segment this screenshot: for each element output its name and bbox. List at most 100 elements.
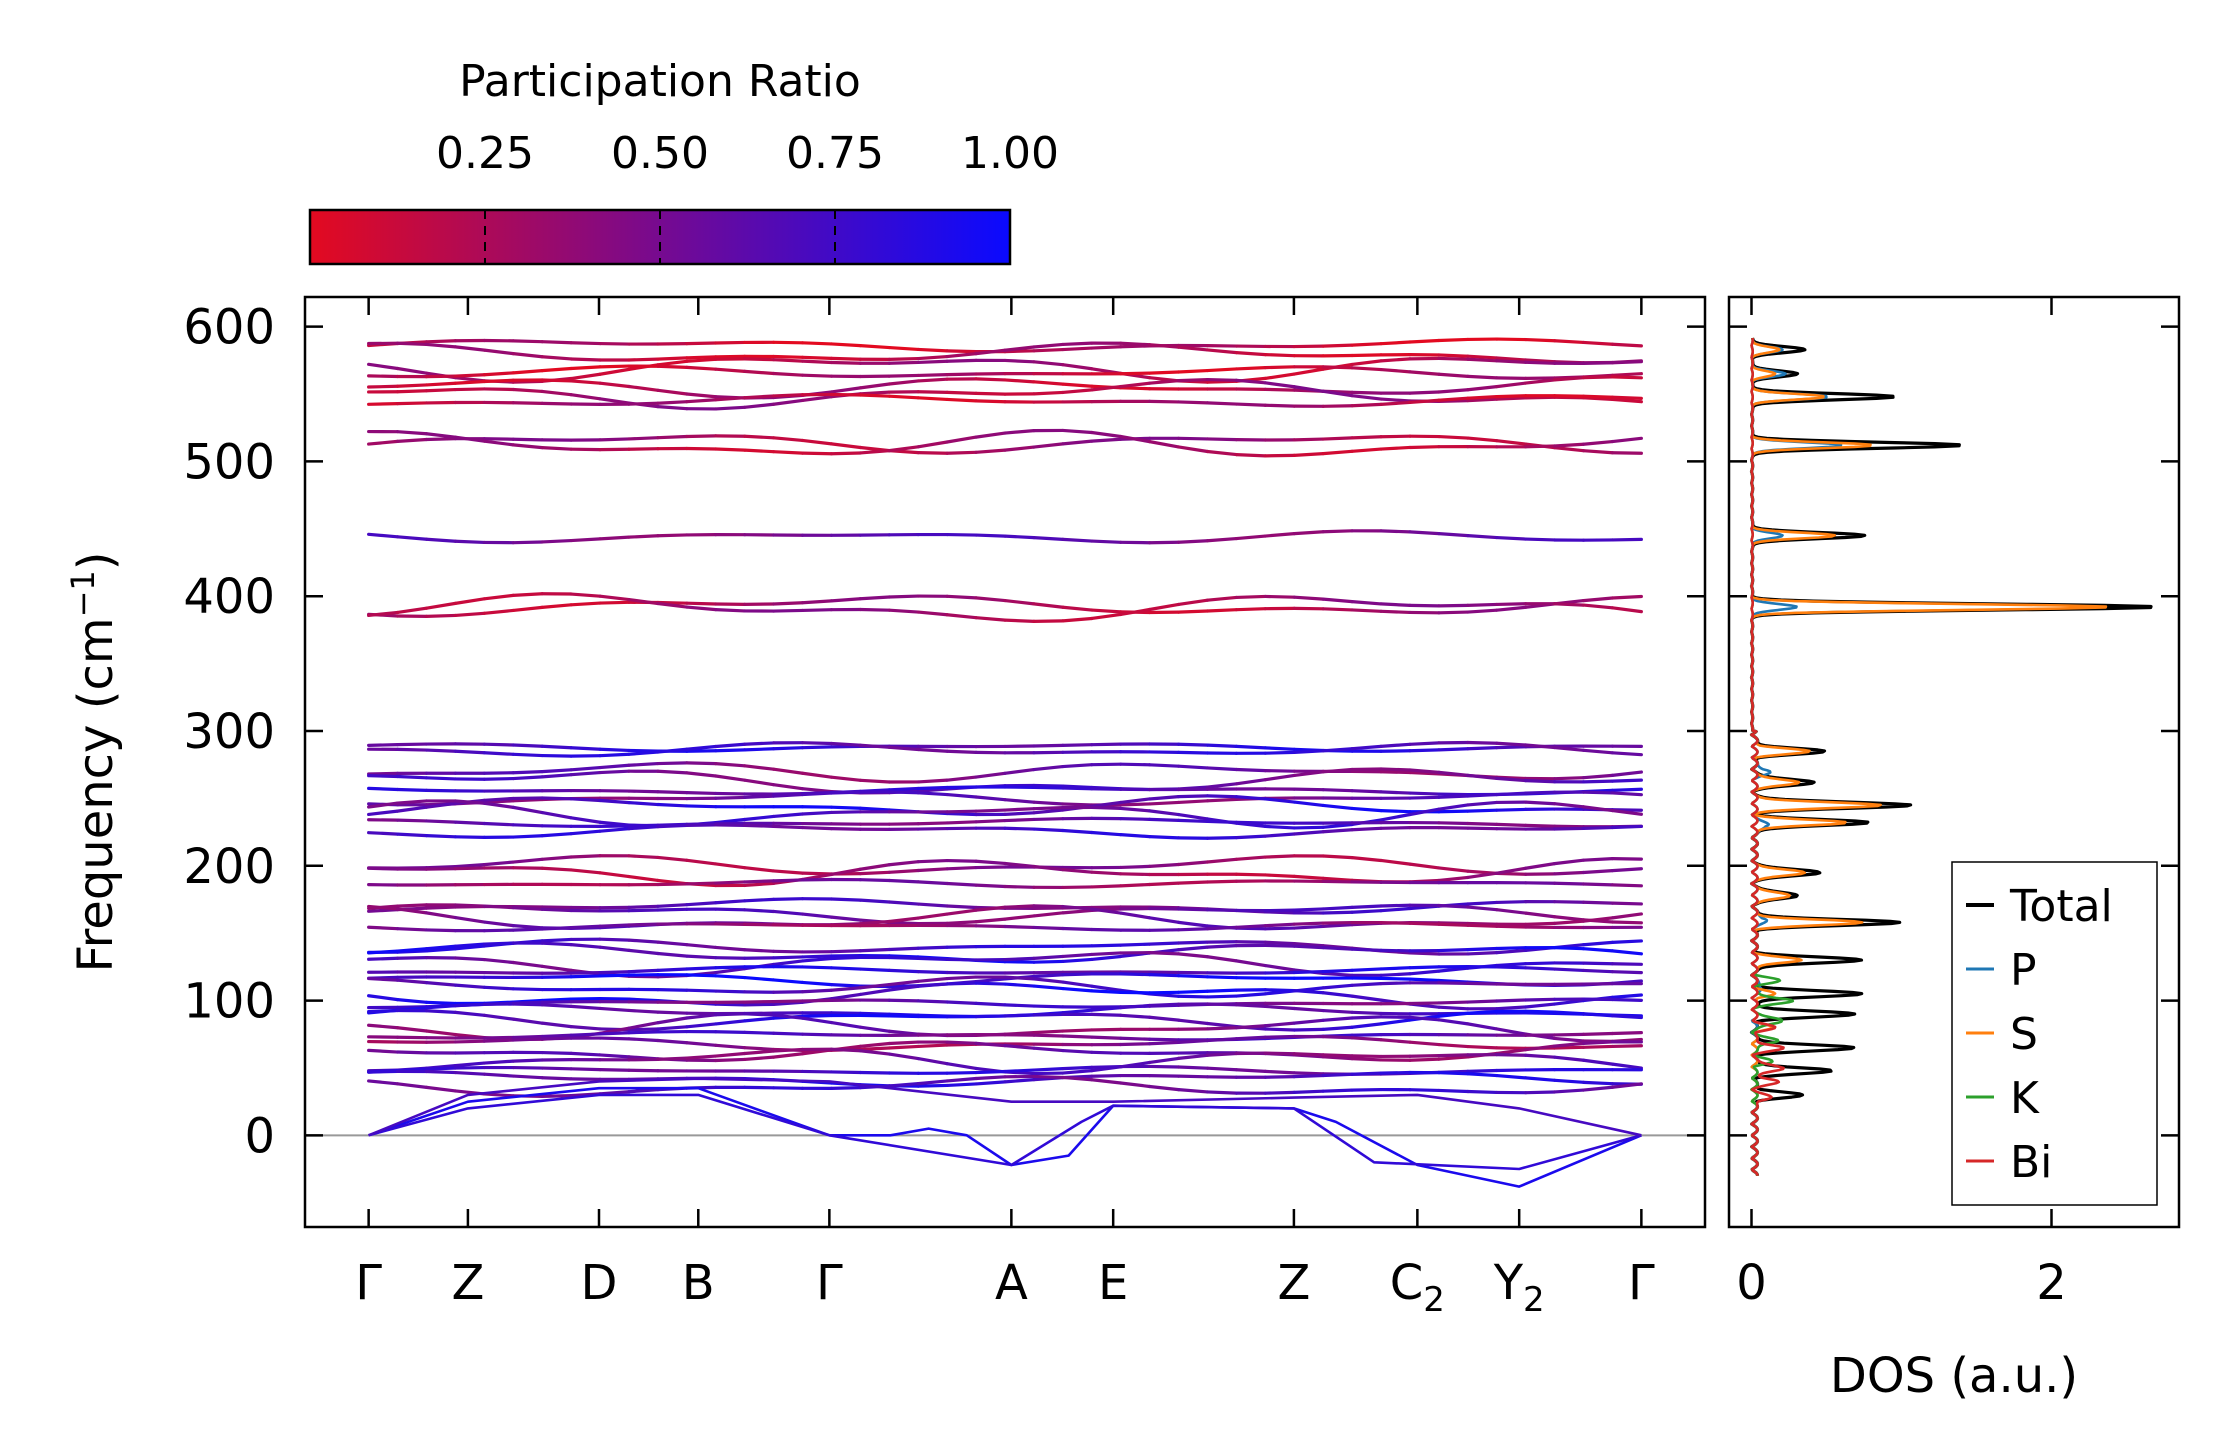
band-segment <box>627 534 660 539</box>
band-segment <box>1263 769 1296 773</box>
band-segment <box>1148 817 1181 822</box>
band-segment <box>1176 1065 1210 1070</box>
band-segment <box>395 978 429 985</box>
band-segment <box>511 797 544 803</box>
band-segment <box>540 1000 573 1004</box>
band-segment <box>1148 379 1181 385</box>
band-segment <box>1003 924 1036 930</box>
band-segment <box>1119 607 1152 617</box>
band-segment <box>482 904 515 910</box>
band-segment <box>598 970 631 975</box>
band-segment <box>771 608 805 613</box>
band-segment <box>424 1004 458 1010</box>
band-segment <box>714 742 747 749</box>
band-segment <box>1408 795 1441 800</box>
band-segment <box>1610 778 1643 783</box>
band-segment <box>1408 768 1441 774</box>
band-segment <box>1581 968 1615 974</box>
band-segment <box>1495 962 1528 968</box>
band-segment <box>858 595 891 601</box>
band-segment <box>511 823 544 828</box>
band-segment <box>1119 371 1152 376</box>
band-segment <box>598 397 631 405</box>
band-segment <box>829 897 862 902</box>
band-segment <box>974 377 1007 382</box>
band-segment <box>656 882 689 887</box>
band-segment <box>1032 808 1065 815</box>
band-segment <box>1148 795 1181 801</box>
band-segment <box>1234 1024 1267 1030</box>
band-segment <box>771 978 805 985</box>
band-segment <box>743 999 776 1004</box>
band-segment <box>1350 1033 1383 1037</box>
band-segment <box>1350 600 1383 606</box>
band-segment <box>685 1022 718 1029</box>
band-segment <box>1466 534 1499 540</box>
band-segment <box>1176 598 1210 607</box>
band-segment <box>714 1057 747 1063</box>
band-segment <box>482 437 515 441</box>
band-segment <box>511 743 544 748</box>
band-y-tick-label: 100 <box>183 974 275 1030</box>
band-segment <box>1321 1025 1354 1032</box>
band-segment <box>395 383 429 388</box>
band-segment <box>367 866 400 871</box>
band-segment <box>858 743 891 749</box>
band-segment <box>1552 339 1586 345</box>
band-segment <box>1292 595 1325 601</box>
band-segment <box>1176 368 1210 374</box>
band-segment <box>1321 905 1354 911</box>
band-segment <box>656 802 689 808</box>
band-segment <box>1321 1055 1354 1061</box>
band-segment <box>974 1069 1007 1075</box>
band-segment <box>1437 434 1470 440</box>
band-segment <box>800 771 834 779</box>
band-segment <box>1581 868 1615 875</box>
band-segment <box>714 967 747 975</box>
band-segment <box>656 761 689 766</box>
band-segment <box>1292 988 1325 995</box>
band-structure-panel: 0 100 200 300 400 500 600 Γ Z D B Γ A E Z C2 Y2 Γ Freque… <box>64 295 1707 1320</box>
band-segment <box>1350 435 1383 440</box>
band-segment <box>1321 991 1354 998</box>
band-segment <box>974 865 1007 870</box>
band-segment <box>1495 998 1528 1003</box>
band-segment <box>1148 602 1181 612</box>
band-segment <box>453 597 486 605</box>
band-segment <box>1205 819 1239 824</box>
band-segment <box>829 983 862 988</box>
legend-label: K <box>2010 1073 2040 1124</box>
band-segment <box>598 367 631 376</box>
band-segment <box>1176 940 1210 945</box>
band-segment <box>829 386 862 394</box>
band-segment <box>627 1008 660 1014</box>
band-segment <box>714 862 747 870</box>
band-segment <box>743 1049 776 1056</box>
band-segment <box>1205 782 1239 789</box>
band-segment <box>1148 1040 1181 1046</box>
band-segment <box>974 1041 1007 1048</box>
band-segment <box>858 870 891 876</box>
band-segment <box>511 592 544 598</box>
band-segment <box>627 938 660 944</box>
band-segment <box>424 342 458 349</box>
band-segment <box>1205 975 1239 980</box>
band-segment <box>540 997 573 1003</box>
band-segment <box>887 394 920 400</box>
band-segment <box>453 942 486 948</box>
band-segment <box>1176 1038 1210 1044</box>
band-segment <box>887 445 920 453</box>
band-segment <box>1495 807 1528 812</box>
band-segment <box>945 1076 978 1083</box>
band-segment <box>598 1090 631 1096</box>
band-segment <box>829 342 862 348</box>
band-segment <box>800 810 834 816</box>
band-segment <box>1466 385 1499 392</box>
band-segment <box>1552 870 1586 876</box>
band-segment <box>685 771 718 778</box>
band-segment <box>1061 867 1094 874</box>
band-segment <box>424 613 458 618</box>
band-segment <box>1234 959 1267 968</box>
band-segment <box>1119 381 1152 389</box>
band-segment <box>1437 1088 1470 1094</box>
